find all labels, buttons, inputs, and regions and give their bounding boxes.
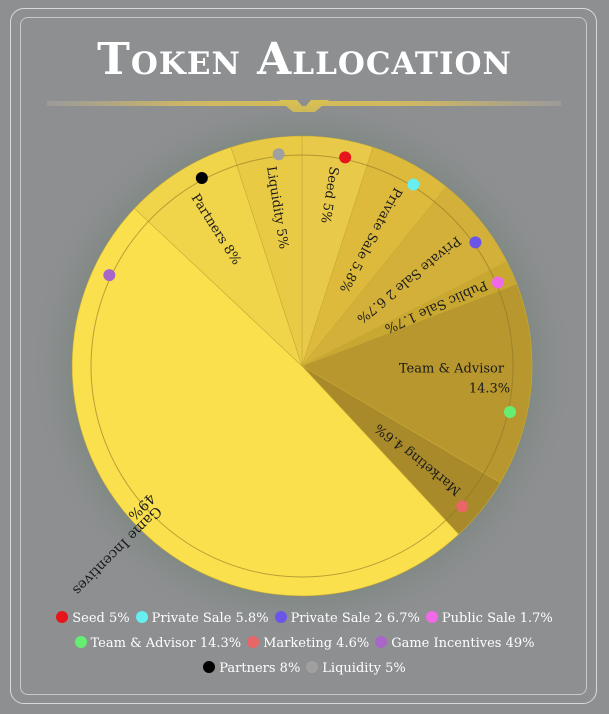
legend-item: Partners 8% [203,656,300,681]
slice-marker-dot [195,172,208,185]
slice-marker-dot [491,276,504,289]
legend-label: Partners 8% [219,661,301,676]
legend-dot [56,611,69,623]
legend-item: Marketing 4.6% [247,631,369,656]
legend-dot [135,611,148,623]
legend-label: Liquidity 5% [322,661,406,676]
legend-label: Private Sale 5.8% [151,611,269,626]
legend-dot [274,611,287,623]
outer-frame [10,8,597,704]
slice-marker-dot [407,178,420,191]
legend-item: Private Sale 2 6.7% [274,606,420,631]
legend-label: Game Incentives 49% [391,636,535,651]
slice-marker-dot [339,151,352,164]
legend-dot [425,611,438,623]
legend-item: Game Incentives 49% [375,631,534,656]
legend-label: Seed 5% [72,611,130,626]
legend-label: Marketing 4.6% [263,636,370,651]
legend-row: Seed 5% Private Sale 5.8% Private Sale 2 6… [30,606,579,631]
legend-dot [306,661,319,673]
pie-inner-ring [90,154,514,578]
pie-slice [301,283,533,484]
svg-text:Team & Advisor: Team & Advisor [399,362,505,377]
legend-dot [74,636,87,648]
slice-marker-dot [272,148,285,161]
legend-item: Private Sale 5.8% [135,606,269,631]
legend-item: Seed 5% [56,606,130,631]
pie-slice [230,135,303,367]
legend: Seed 5% Private Sale 5.8% Private Sale 2 6… [30,606,579,681]
pie-slice [71,207,460,597]
inner-frame [20,17,587,695]
svg-text:14.3%: 14.3% [469,382,510,397]
legend-label: Team & Advisor 14.3% [90,636,242,651]
slice-label: Team & Advisor 14.3% [399,362,510,397]
legend-dot [203,661,216,673]
legend-item: Liquidity 5% [306,656,406,681]
legend-label: Private Sale 2 6.7% [290,611,420,626]
slice-marker-dot [469,236,482,249]
legend-dot [247,636,260,648]
legend-item: Public Sale 1.7% [425,606,553,631]
pie-slice [134,146,303,367]
legend-row: Partners 8% Liquidity 5% [30,656,579,681]
slice-marker-dot [503,406,516,419]
slice-marker-dot [456,500,469,513]
slice-marker-dot [103,269,116,282]
legend-row: Team & Advisor 14.3% Marketing 4.6% Game I… [30,631,579,656]
legend-label: Public Sale 1.7% [441,611,553,626]
chart-title: Token Allocation [97,34,512,85]
legend-dot [375,636,388,648]
legend-item: Team & Advisor 14.3% [74,631,242,656]
